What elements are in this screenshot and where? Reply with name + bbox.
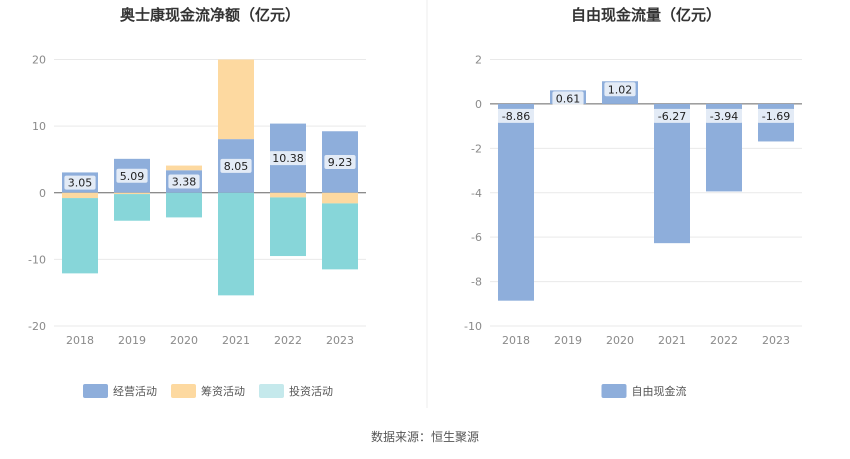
x-tick-label: 2023 bbox=[762, 334, 790, 347]
x-tick-label: 2020 bbox=[170, 334, 198, 347]
y-tick-label: 10 bbox=[32, 120, 46, 133]
bar-投资活动-2018 bbox=[62, 198, 98, 274]
x-tick-label: 2018 bbox=[66, 334, 94, 347]
x-tick-label: 2022 bbox=[710, 334, 738, 347]
y-tick-label: -6 bbox=[471, 231, 482, 244]
y-tick-label: 0 bbox=[475, 98, 482, 111]
legend-label: 筹资活动 bbox=[201, 384, 245, 398]
data-label-bg bbox=[64, 175, 96, 190]
data-label: 9.23 bbox=[328, 156, 353, 169]
data-label: -1.69 bbox=[762, 110, 790, 123]
data-label: 1.02 bbox=[608, 83, 633, 96]
y-tick-label: -4 bbox=[471, 187, 482, 200]
legend-label: 自由现金流 bbox=[632, 384, 687, 398]
legend-swatch bbox=[171, 384, 196, 398]
chart-title: 奥士康现金流净额（亿元） bbox=[120, 6, 300, 24]
data-label-bg bbox=[168, 174, 200, 189]
bar-自由现金流-2021 bbox=[654, 103, 690, 244]
x-tick-label: 2019 bbox=[118, 334, 146, 347]
x-tick-label: 2023 bbox=[326, 334, 354, 347]
data-label: 3.38 bbox=[172, 175, 197, 188]
bar-筹资活动-2019 bbox=[114, 192, 150, 195]
y-tick-label: -10 bbox=[464, 320, 482, 333]
data-label: -8.86 bbox=[502, 110, 530, 123]
bar-筹资活动-2023 bbox=[322, 192, 358, 204]
legend-swatch bbox=[83, 384, 108, 398]
data-label: 8.05 bbox=[224, 160, 249, 173]
x-tick-label: 2020 bbox=[606, 334, 634, 347]
data-label: -6.27 bbox=[658, 110, 686, 123]
data-label-bg bbox=[324, 155, 356, 170]
x-tick-label: 2021 bbox=[222, 334, 250, 347]
bar-投资活动-2019 bbox=[114, 194, 150, 221]
data-label-bg bbox=[604, 82, 636, 97]
y-tick-label: 0 bbox=[39, 187, 46, 200]
x-tick-label: 2022 bbox=[274, 334, 302, 347]
chart-title: 自由现金流量（亿元） bbox=[571, 6, 721, 24]
data-label: 0.61 bbox=[556, 92, 581, 105]
data-label: 3.05 bbox=[68, 177, 93, 190]
right-chart-free-cash-flow: 自由现金流量（亿元） 2 0 -2 -4 -6 -8 -10 -8.86 0.61 1.02 -6.2… bbox=[464, 6, 802, 398]
legend-label: 经营活动 bbox=[113, 384, 157, 398]
legend-swatch bbox=[601, 384, 627, 398]
x-tick-label: 2018 bbox=[502, 334, 530, 347]
data-label-bg bbox=[552, 91, 584, 106]
data-label-bg bbox=[116, 168, 148, 183]
bar-投资活动-2022 bbox=[270, 197, 306, 257]
bar-投资活动-2020 bbox=[166, 192, 202, 218]
data-label-bg bbox=[220, 158, 252, 173]
bar-投资活动-2021 bbox=[218, 192, 254, 296]
data-label-bg bbox=[653, 108, 691, 123]
data-label-bg bbox=[269, 151, 307, 166]
left-chart-cash-flow-net: 奥士康现金流净额（亿元） 20 10 0 -10 -20 3.05 5.09 3.38 8.05 1… bbox=[28, 6, 366, 398]
data-label: 10.38 bbox=[272, 152, 304, 165]
data-label-bg bbox=[705, 108, 743, 123]
y-tick-label: -10 bbox=[28, 253, 46, 266]
y-tick-label: -2 bbox=[471, 142, 482, 155]
data-label-bg bbox=[497, 108, 535, 123]
bar-筹资活动-2018 bbox=[62, 192, 98, 199]
bar-筹资活动-2020 bbox=[166, 165, 202, 171]
y-tick-label: 20 bbox=[32, 54, 46, 67]
y-tick-label: -20 bbox=[28, 320, 46, 333]
source-note: 数据来源：恒生聚源 bbox=[370, 430, 479, 444]
y-tick-label: 2 bbox=[475, 54, 482, 67]
legend-swatch bbox=[259, 384, 284, 398]
bar-投资活动-2023 bbox=[322, 203, 358, 270]
y-tick-label: -8 bbox=[471, 276, 482, 289]
bar-筹资活动-2021 bbox=[218, 59, 254, 140]
legend-label: 投资活动 bbox=[289, 384, 333, 398]
x-tick-label: 2019 bbox=[554, 334, 582, 347]
data-label: 5.09 bbox=[120, 170, 145, 183]
data-label: -3.94 bbox=[710, 110, 738, 123]
data-label-bg bbox=[757, 108, 795, 123]
bar-筹资活动-2022 bbox=[270, 192, 306, 198]
x-tick-label: 2021 bbox=[658, 334, 686, 347]
bar-自由现金流-2018 bbox=[498, 103, 534, 301]
